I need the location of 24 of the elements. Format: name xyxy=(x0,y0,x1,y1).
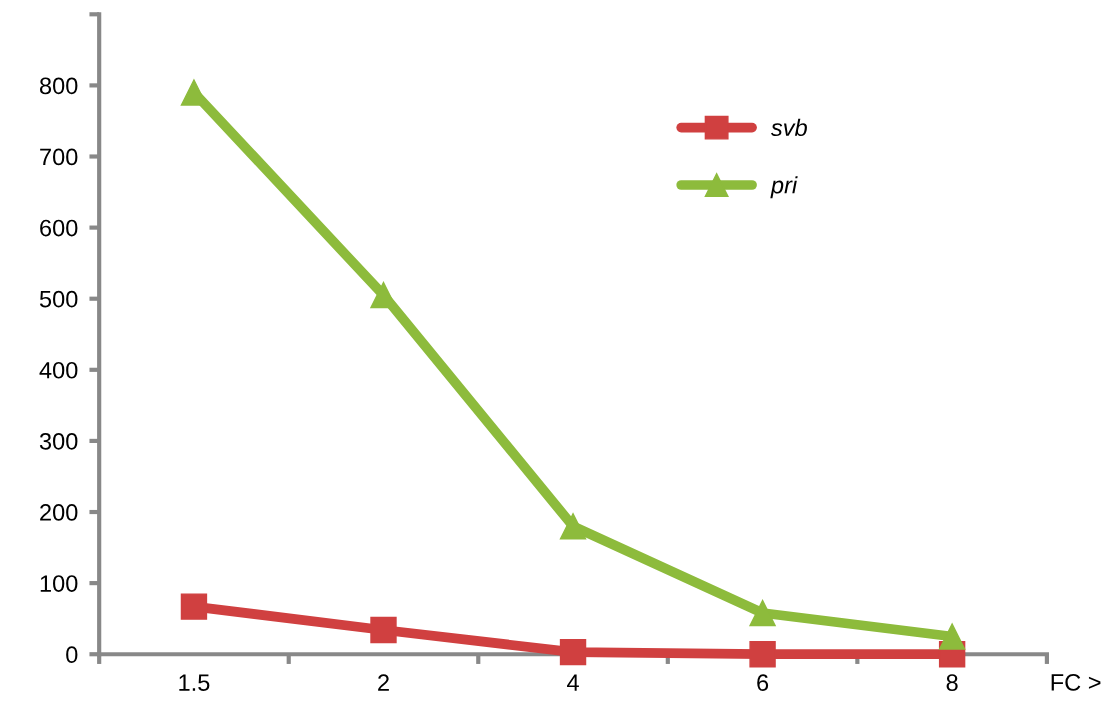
x-tick-label: 6 xyxy=(757,674,769,692)
y-tick-label: 800 xyxy=(39,77,78,95)
point xyxy=(559,513,587,540)
y-tick-label: 600 xyxy=(40,219,78,237)
y-tick-label: 300 xyxy=(39,432,78,450)
point xyxy=(749,641,776,668)
y-tick-label: 200 xyxy=(40,504,78,521)
y-tick-label: 0 xyxy=(66,646,78,664)
legend-label: svb xyxy=(770,118,807,137)
x-tick-label: 2 xyxy=(378,674,389,691)
point xyxy=(749,599,776,627)
x-axis-title: FC > xyxy=(1051,674,1101,691)
x-tick-label: 8 xyxy=(946,674,958,692)
x-tick-label: 4 xyxy=(567,674,579,691)
point xyxy=(370,616,397,644)
legend-label: pri xyxy=(770,176,798,199)
y-tick-label: 500 xyxy=(39,290,78,308)
y-tick-label: 400 xyxy=(39,361,78,379)
point xyxy=(938,623,966,650)
y-tick-label: 700 xyxy=(40,148,78,166)
x-tick-label: 1.5 xyxy=(179,674,210,692)
point xyxy=(559,638,587,666)
y-tick-label: 100 xyxy=(40,575,78,592)
point xyxy=(180,593,208,620)
